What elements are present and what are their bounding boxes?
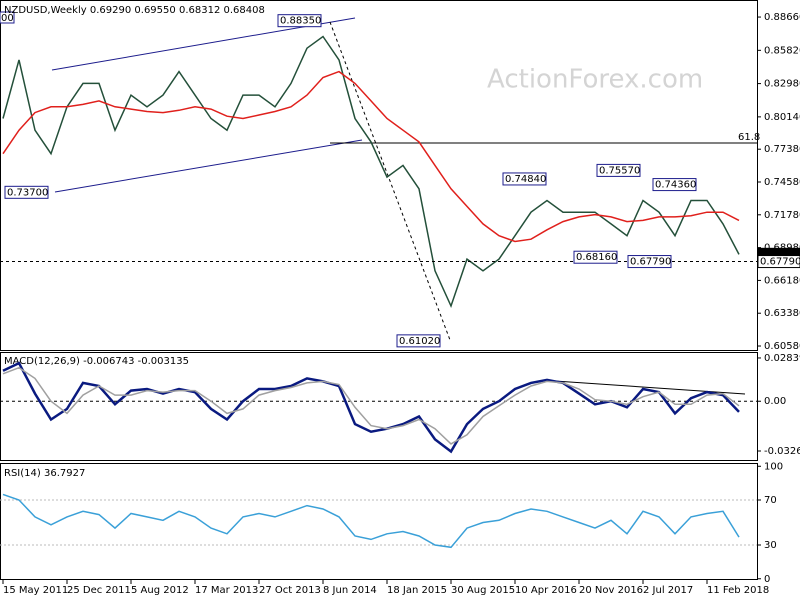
title: MACD(12,26,9) xyxy=(4,356,80,367)
price-panel xyxy=(0,0,758,351)
annotation-label: 0.75570 xyxy=(599,165,640,176)
ohlc: 0.68312 xyxy=(179,5,220,16)
annotation-box xyxy=(596,163,641,177)
y-tick-label: 100 xyxy=(764,461,783,472)
reading: 36.7927 xyxy=(44,468,85,479)
series-line xyxy=(2,361,740,454)
annotation-label: 0.61020 xyxy=(399,336,440,347)
x-tick-label: 20 Nov 2016 xyxy=(579,585,643,596)
annotation-box xyxy=(277,14,322,28)
annotation-label: 0.74360 xyxy=(655,180,696,191)
annotation-label: 0.74840 xyxy=(505,174,546,185)
x-tick-label: 27 Oct 2013 xyxy=(259,585,321,596)
channel-lower xyxy=(54,139,363,193)
title: NZDUSD,Weekly xyxy=(4,5,87,16)
y-tick-label: 0 xyxy=(764,574,770,585)
x-tick-label: 30 Aug 2015 xyxy=(451,585,515,596)
annotation-label: 0.67790 xyxy=(630,257,671,268)
reading: -0.006743 xyxy=(83,356,134,367)
y-tick-label: 70 xyxy=(764,495,777,506)
x-tick-label: 15 May 2011 xyxy=(3,585,68,596)
x-tick-label: 11 Feb 2018 xyxy=(707,585,769,596)
ohlc: 0.69550 xyxy=(134,5,175,16)
series-line xyxy=(2,35,740,309)
x-tick-label: 18 Jan 2015 xyxy=(387,585,447,596)
macd-trendline xyxy=(554,380,746,395)
price-label: 0.68408 xyxy=(760,249,800,260)
y-tick-label: 0.028391 xyxy=(764,353,800,364)
ohlc: 0.69290 xyxy=(90,5,131,16)
title: RSI(14) xyxy=(4,468,41,479)
x-tick-label: 2 Jul 2017 xyxy=(643,585,693,596)
series-line xyxy=(2,493,740,549)
ohlc: 0.68408 xyxy=(224,5,265,16)
annotation-label: 0.68160 xyxy=(576,252,617,263)
annotation-box xyxy=(4,185,49,199)
y-tick-label: 30 xyxy=(764,540,777,551)
annotation-label: 0.73700 xyxy=(7,187,48,198)
annotation-box xyxy=(502,172,547,186)
y-tick-label: 0.00 xyxy=(764,396,786,407)
y-tick-label: -0.03264 xyxy=(764,446,800,457)
series-line xyxy=(2,70,740,243)
rsi-panel xyxy=(0,463,758,580)
x-tick-label: 25 Dec 2011 xyxy=(67,585,131,596)
fib-label: 61.8 xyxy=(738,132,760,143)
x-tick-label: 8 Jun 2014 xyxy=(323,585,377,596)
macd-panel xyxy=(0,352,758,461)
x-tick-label: 17 Mar 2013 xyxy=(195,585,258,596)
watermark: ActionForex.com xyxy=(487,65,703,95)
x-tick-label: 5 Aug 2012 xyxy=(131,585,189,596)
annotation-box xyxy=(652,178,697,192)
macd-header: MACD(12,26,9) -0.006743 -0.003135 xyxy=(4,356,189,367)
annotation-box xyxy=(396,334,441,348)
annotation-box xyxy=(573,250,618,264)
series-line xyxy=(2,366,740,445)
price-box xyxy=(757,255,800,269)
annotation-label: 0.88350 xyxy=(280,16,321,27)
x-tick-label: 10 Apr 2016 xyxy=(515,585,577,596)
price-label: 0.67790 xyxy=(760,257,800,268)
reading: -0.003135 xyxy=(138,356,189,367)
price-header: NZDUSD,Weekly 0.69290 0.69550 0.68312 0.… xyxy=(4,5,265,16)
clipped-box xyxy=(0,11,15,24)
annotation-box xyxy=(627,255,672,269)
clipped-label: 00 xyxy=(1,13,14,24)
rsi-header: RSI(14) 36.7927 xyxy=(4,468,85,479)
trend-dashed xyxy=(329,21,451,341)
